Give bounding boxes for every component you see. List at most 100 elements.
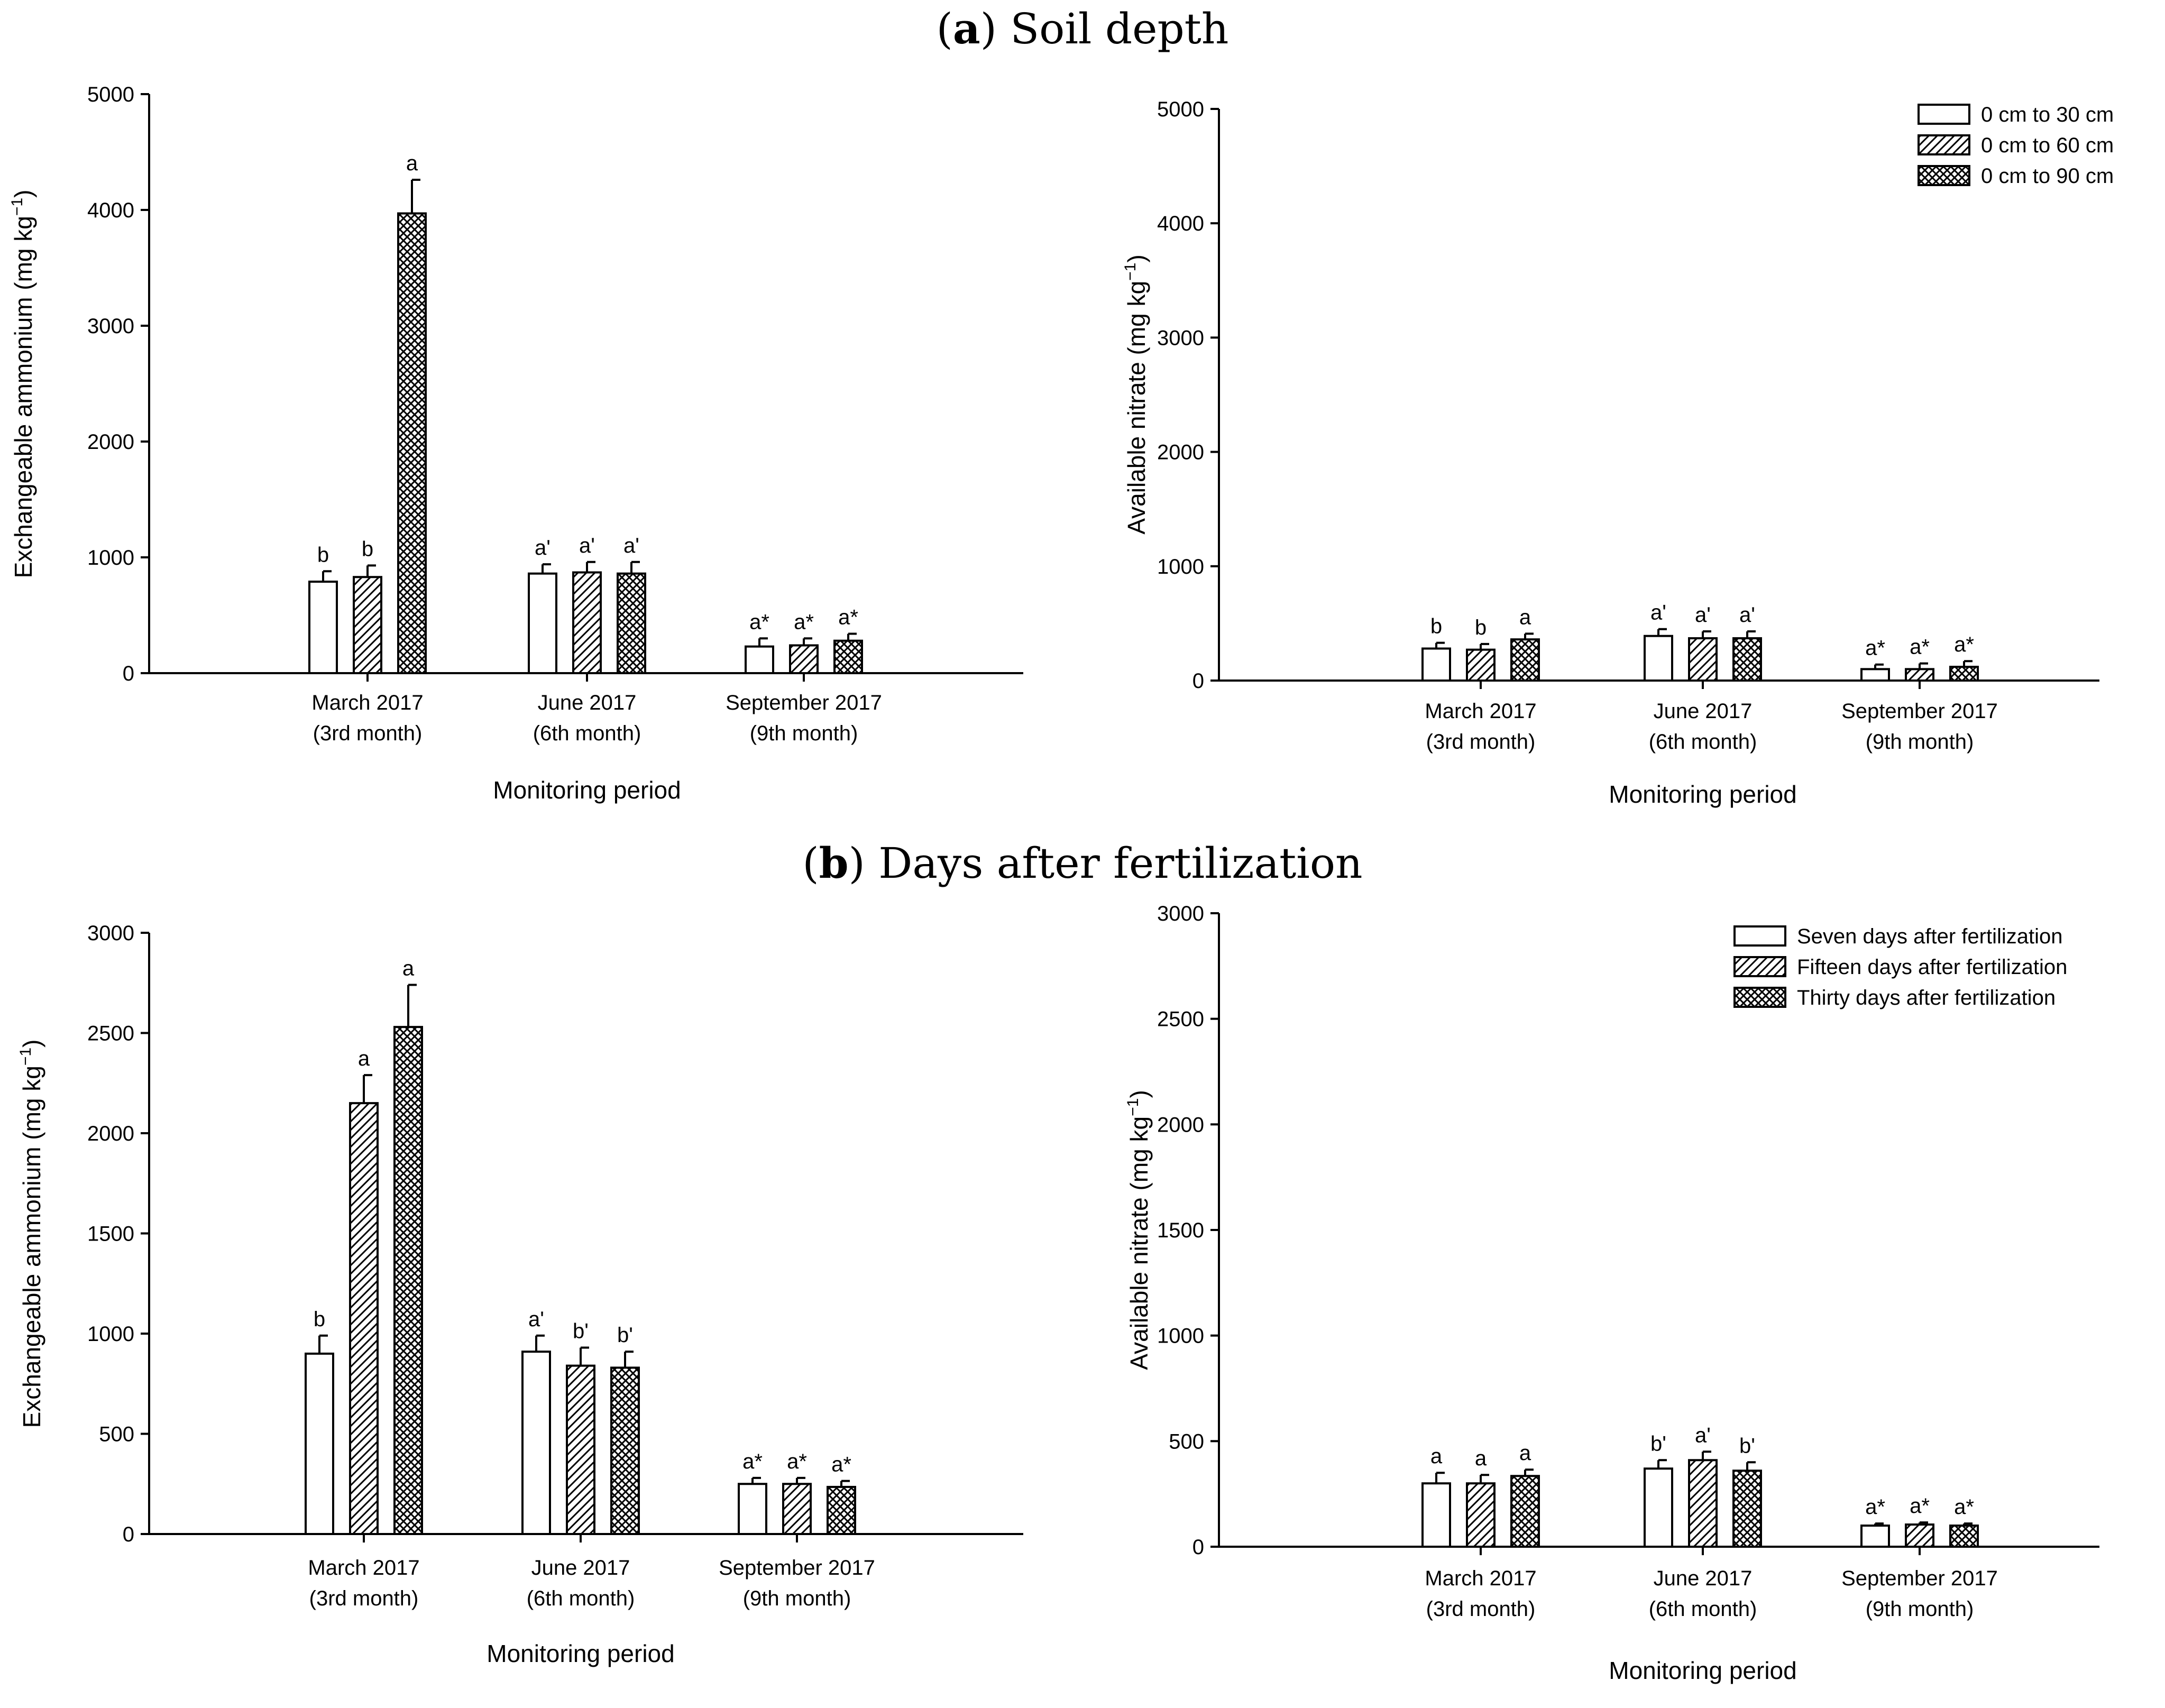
y-tick-label: 3000 — [1157, 326, 1204, 350]
significance-label: a* — [838, 606, 858, 629]
y-tick-label: 1500 — [87, 1223, 134, 1246]
y-tick-label: 2000 — [87, 1122, 134, 1145]
legend-label: Thirty days after fertilization — [1797, 986, 2056, 1009]
y-axis-title: Available nitrate (mg kg−1) — [1122, 254, 1150, 534]
bar — [521, 1351, 551, 1536]
significance-label: b — [1430, 615, 1442, 638]
y-tick-label: 1500 — [1157, 1219, 1204, 1242]
bar — [1421, 1482, 1451, 1548]
error-bar — [366, 564, 376, 577]
error-bar — [624, 1351, 634, 1368]
y-tick-label: 0 — [1192, 1536, 1204, 1559]
error-bar — [1480, 1474, 1489, 1484]
error-bar — [580, 1346, 589, 1366]
y-tick-label: 1000 — [87, 546, 134, 570]
significance-label: a — [1475, 1447, 1487, 1470]
error-bar — [758, 637, 768, 647]
legend-label: Seven days after fertilization — [1797, 925, 2062, 948]
significance-label: a — [1519, 605, 1531, 629]
y-tick-label: 4000 — [1157, 212, 1204, 235]
legend-label: 0 cm to 30 cm — [1981, 103, 2114, 126]
section-title-b: (b) Days after fertilization — [802, 838, 1362, 888]
bar — [1421, 647, 1451, 682]
bar — [1466, 648, 1496, 682]
y-axis-title: Exchangeable ammonium (mg kg−1) — [8, 190, 37, 578]
bar — [610, 1366, 640, 1535]
chart-panel-b-nitrate: 0 500 1000 1500 2000 2500 3000 March 2017 (3rd m… — [1124, 902, 2099, 1684]
y-tick-label: 5000 — [87, 83, 134, 106]
bar — [393, 1026, 423, 1535]
significance-label: a* — [1910, 636, 1930, 659]
x-tick-label: September 2017 — [719, 1556, 875, 1580]
bar — [1949, 666, 1979, 682]
significance-label: a* — [1910, 1494, 1930, 1518]
x-tick-label: March 2017 — [308, 1556, 419, 1580]
bar — [1949, 1525, 1979, 1548]
error-bar — [407, 984, 417, 1027]
significance-label: a* — [1954, 633, 1974, 656]
significance-label: a* — [742, 1450, 763, 1473]
error-bar — [1874, 1522, 1884, 1526]
bar — [827, 1485, 856, 1536]
error-bar — [630, 561, 640, 574]
significance-label: a' — [528, 1308, 544, 1331]
x-tick-label: June 2017 — [1654, 700, 1753, 723]
x-tick-sublabel: (3rd month) — [1426, 1597, 1536, 1621]
error-bar — [1702, 630, 1711, 639]
bar — [305, 1352, 334, 1535]
bar — [617, 572, 646, 675]
significance-label: a — [1519, 1441, 1531, 1465]
x-tick-label: September 2017 — [1841, 700, 1998, 723]
significance-label: a* — [794, 610, 814, 633]
x-axis-title: Monitoring period — [1609, 780, 1796, 808]
error-bar — [535, 1334, 545, 1352]
bar — [1905, 1523, 1934, 1548]
y-tick-label: 1000 — [87, 1323, 134, 1346]
error-bar — [840, 1480, 850, 1487]
error-bar — [322, 570, 332, 582]
error-bar — [1919, 662, 1928, 669]
x-tick-sublabel: (9th month) — [1866, 730, 1974, 754]
significance-label: a* — [1865, 637, 1885, 660]
x-tick-sublabel: (9th month) — [750, 722, 858, 745]
y-tick-label: 2000 — [1157, 1113, 1204, 1136]
legend-swatch — [1918, 104, 1970, 125]
chart-panel-b-ammonium: 0 500 1000 1500 2000 2500 3000 March 2017 (3rd m… — [17, 922, 1023, 1667]
significance-label: a' — [1739, 603, 1755, 627]
significance-label: a — [406, 152, 418, 175]
significance-label: a' — [579, 534, 595, 557]
x-tick-sublabel: (3rd month) — [309, 1587, 419, 1610]
significance-label: b — [314, 1308, 325, 1331]
error-bar — [1746, 630, 1756, 639]
x-tick-sublabel: (3rd month) — [1426, 730, 1536, 754]
error-bar — [1657, 1459, 1667, 1469]
y-tick-label: 3000 — [1157, 902, 1204, 925]
error-bar — [1435, 641, 1445, 649]
y-tick-label: 500 — [1169, 1430, 1204, 1453]
x-tick-sublabel: (9th month) — [1866, 1597, 1974, 1621]
error-bar — [1919, 1521, 1928, 1525]
bar — [1466, 1482, 1496, 1548]
bar — [782, 1483, 812, 1535]
legend-swatch — [1918, 134, 1970, 155]
legend-label: Fifteen days after fertilization — [1797, 956, 2067, 979]
x-tick-label: September 2017 — [1841, 1567, 1998, 1590]
x-axis-title: Monitoring period — [493, 776, 681, 804]
legend-label: 0 cm to 90 cm — [1981, 164, 2114, 188]
bar — [397, 212, 427, 674]
error-bar — [1657, 628, 1667, 636]
bar — [789, 644, 819, 674]
y-tick-label: 3000 — [87, 315, 134, 338]
error-bar — [1702, 1450, 1711, 1461]
bar — [1860, 668, 1890, 682]
y-tick-label: 2500 — [87, 1022, 134, 1045]
significance-label: a* — [787, 1450, 807, 1473]
x-tick-sublabel: (3rd month) — [313, 722, 423, 745]
error-bar — [796, 1476, 805, 1484]
bar — [353, 576, 382, 674]
x-tick-label: March 2017 — [1425, 700, 1536, 723]
error-bar — [363, 1074, 372, 1104]
y-tick-label: 0 — [123, 662, 134, 685]
error-bar — [318, 1334, 328, 1354]
